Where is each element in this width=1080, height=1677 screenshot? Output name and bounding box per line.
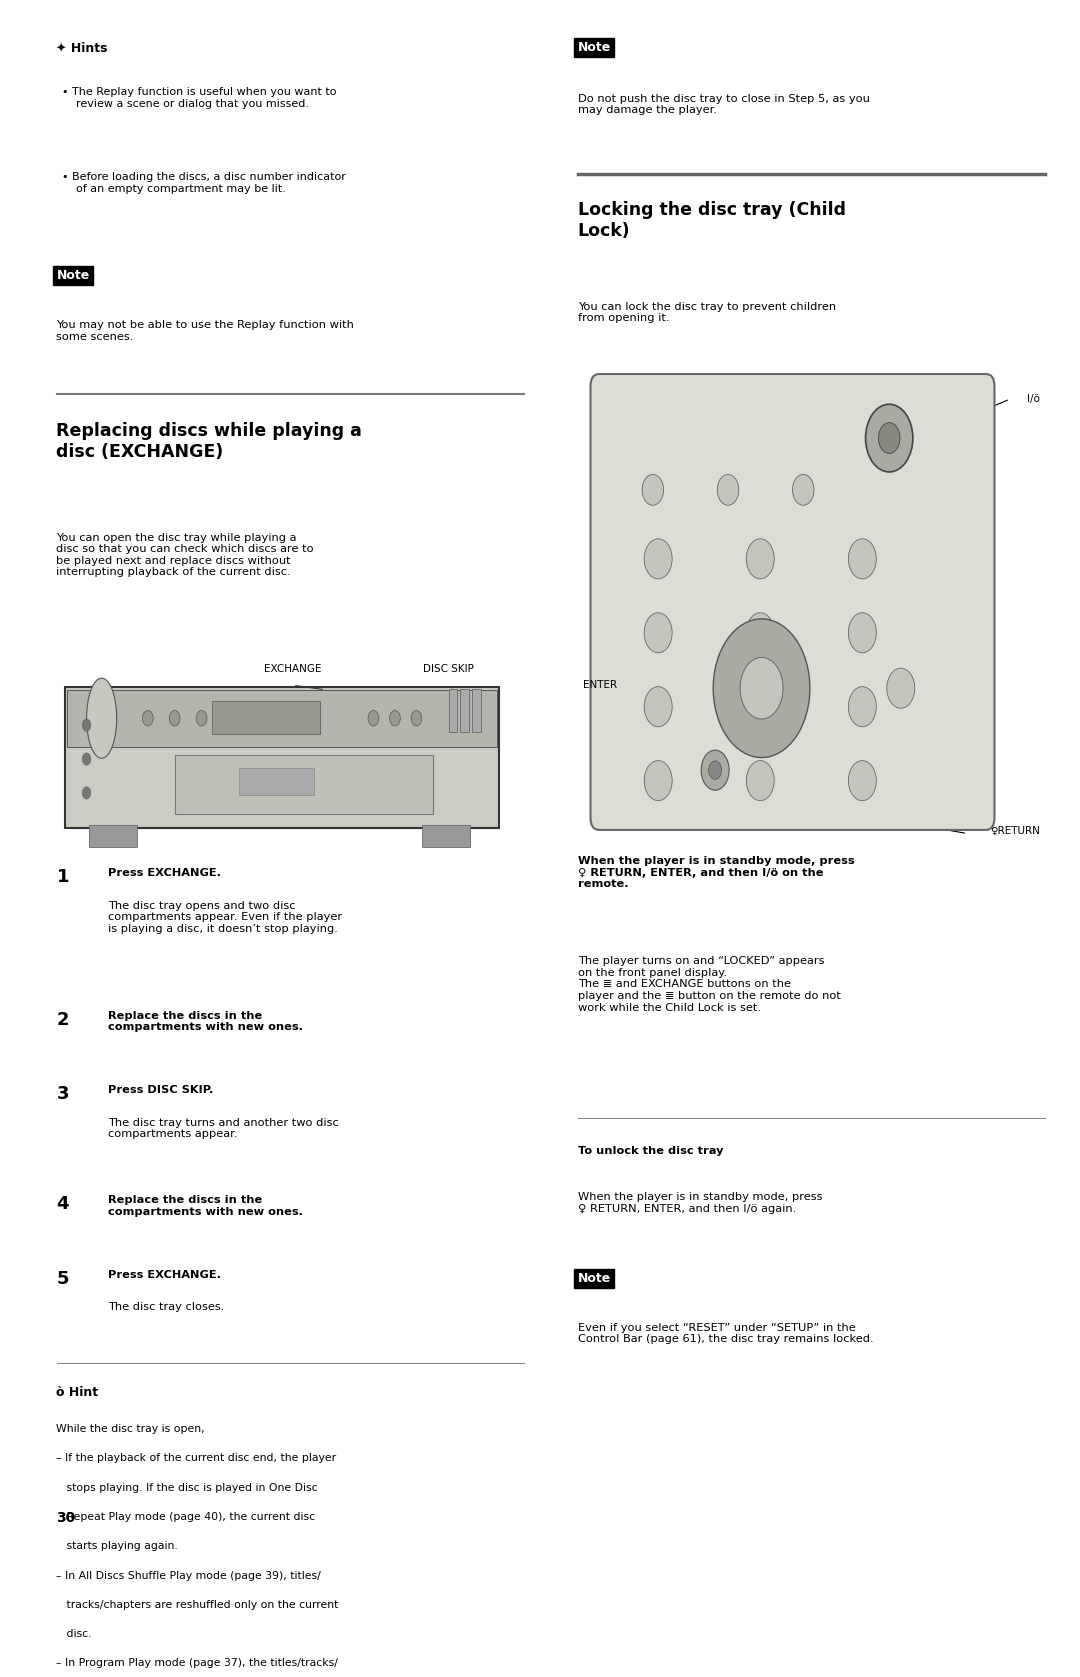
- Bar: [460, 689, 469, 731]
- Text: Locking the disc tray (Child
Lock): Locking the disc tray (Child Lock): [578, 201, 846, 240]
- Bar: [448, 689, 457, 731]
- Text: Do not push the disc tray to close in Step 5, as you
may damage the player.: Do not push the disc tray to close in St…: [578, 94, 869, 116]
- Circle shape: [717, 475, 739, 505]
- Circle shape: [746, 686, 774, 726]
- Bar: [239, 768, 314, 795]
- Circle shape: [708, 761, 721, 780]
- Text: When the player is in standby mode, press
♀ RETURN, ENTER, and then I/ö again.: When the player is in standby mode, pres…: [578, 1192, 822, 1214]
- Text: Note: Note: [578, 1271, 611, 1285]
- Text: 3: 3: [56, 1085, 69, 1103]
- Ellipse shape: [86, 678, 117, 758]
- Circle shape: [713, 619, 810, 758]
- Text: The player turns on and “LOCKED” appears
on the front panel display.
The ≣ and E: The player turns on and “LOCKED” appears…: [578, 956, 840, 1013]
- Text: The disc tray turns and another two disc
compartments appear.: The disc tray turns and another two disc…: [108, 1117, 339, 1139]
- Circle shape: [249, 711, 260, 726]
- Circle shape: [411, 711, 422, 726]
- Circle shape: [82, 753, 91, 765]
- Text: While the disc tray is open,: While the disc tray is open,: [56, 1424, 205, 1434]
- Text: • Before loading the discs, a disc number indicator
    of an empty compartment : • Before loading the discs, a disc numbe…: [62, 173, 346, 195]
- Circle shape: [645, 538, 672, 579]
- Text: Replacing discs while playing a
disc (EXCHANGE): Replacing discs while playing a disc (EX…: [56, 421, 363, 461]
- Text: • The Replay function is useful when you want to
    review a scene or dialog th: • The Replay function is useful when you…: [62, 87, 336, 109]
- Text: disc.: disc.: [56, 1628, 92, 1638]
- Bar: [422, 825, 470, 847]
- Text: When the player is in standby mode, press
♀ RETURN, ENTER, and then I/ö on the
r: When the player is in standby mode, pres…: [578, 857, 854, 889]
- Circle shape: [390, 711, 401, 726]
- Circle shape: [170, 711, 180, 726]
- Text: – In Program Play mode (page 37), the titles/tracks/: – In Program Play mode (page 37), the ti…: [56, 1659, 338, 1669]
- FancyBboxPatch shape: [65, 686, 499, 828]
- Text: 4: 4: [56, 1196, 69, 1212]
- Text: Press EXCHANGE.: Press EXCHANGE.: [108, 1269, 221, 1280]
- Circle shape: [849, 686, 876, 726]
- Text: ò Hint: ò Hint: [56, 1385, 98, 1399]
- Text: – In All Discs Shuffle Play mode (page 39), titles/: – In All Discs Shuffle Play mode (page 3…: [56, 1571, 321, 1580]
- Text: ENTER: ENTER: [583, 681, 617, 691]
- Text: ♀RETURN: ♀RETURN: [989, 825, 1040, 835]
- Circle shape: [82, 719, 91, 731]
- Text: Even if you select “RESET” under “SETUP” in the
Control Bar (page 61), the disc : Even if you select “RESET” under “SETUP”…: [578, 1323, 874, 1345]
- Circle shape: [197, 711, 207, 726]
- Text: – If the playback of the current disc end, the player: – If the playback of the current disc en…: [56, 1454, 337, 1464]
- Text: You can lock the disc tray to prevent children
from opening it.: You can lock the disc tray to prevent ch…: [578, 302, 836, 324]
- Circle shape: [224, 711, 233, 726]
- Text: Repeat Play mode (page 40), the current disc: Repeat Play mode (page 40), the current …: [56, 1513, 315, 1523]
- Circle shape: [645, 612, 672, 652]
- Text: The disc tray opens and two disc
compartments appear. Even if the player
is play: The disc tray opens and two disc compart…: [108, 901, 342, 934]
- Bar: [472, 689, 481, 731]
- Bar: [213, 701, 320, 735]
- Circle shape: [143, 711, 153, 726]
- Circle shape: [746, 612, 774, 652]
- Text: Replace the discs in the
compartments with new ones.: Replace the discs in the compartments wi…: [108, 1011, 303, 1033]
- Circle shape: [645, 761, 672, 800]
- Circle shape: [793, 475, 814, 505]
- Text: Press DISC SKIP.: Press DISC SKIP.: [108, 1085, 214, 1095]
- Bar: [67, 689, 497, 746]
- Text: I/ö: I/ö: [1027, 394, 1040, 404]
- Text: DISC SKIP: DISC SKIP: [423, 664, 474, 674]
- FancyBboxPatch shape: [591, 374, 995, 830]
- Text: EXCHANGE: EXCHANGE: [265, 664, 322, 674]
- Text: 5: 5: [56, 1269, 69, 1288]
- Bar: [175, 755, 433, 815]
- Circle shape: [849, 612, 876, 652]
- Text: To unlock the disc tray: To unlock the disc tray: [578, 1145, 724, 1155]
- Text: Note: Note: [578, 42, 611, 54]
- Circle shape: [368, 711, 379, 726]
- Circle shape: [878, 423, 900, 453]
- Text: ✦ Hints: ✦ Hints: [56, 42, 108, 54]
- Text: Press EXCHANGE.: Press EXCHANGE.: [108, 869, 221, 879]
- Text: stops playing. If the disc is played in One Disc: stops playing. If the disc is played in …: [56, 1482, 319, 1493]
- Circle shape: [746, 538, 774, 579]
- Circle shape: [849, 761, 876, 800]
- Circle shape: [82, 787, 91, 800]
- Circle shape: [643, 475, 663, 505]
- Text: starts playing again.: starts playing again.: [56, 1541, 178, 1551]
- Circle shape: [645, 686, 672, 726]
- Text: 2: 2: [56, 1011, 69, 1028]
- Text: Replace the discs in the
compartments with new ones.: Replace the discs in the compartments wi…: [108, 1196, 303, 1218]
- Text: You may not be able to use the Replay function with
some scenes.: You may not be able to use the Replay fu…: [56, 320, 354, 342]
- Text: 30: 30: [56, 1511, 76, 1524]
- Circle shape: [865, 404, 913, 471]
- Text: 1: 1: [56, 869, 69, 887]
- Circle shape: [887, 667, 915, 708]
- Circle shape: [849, 538, 876, 579]
- Circle shape: [740, 657, 783, 719]
- Circle shape: [701, 750, 729, 790]
- Bar: [89, 825, 137, 847]
- Text: You can open the disc tray while playing a
disc so that you can check which disc: You can open the disc tray while playing…: [56, 533, 314, 577]
- Text: The disc tray closes.: The disc tray closes.: [108, 1301, 225, 1311]
- Circle shape: [746, 761, 774, 800]
- Text: Note: Note: [56, 270, 90, 282]
- Text: tracks/chapters are reshuffled only on the current: tracks/chapters are reshuffled only on t…: [56, 1600, 339, 1610]
